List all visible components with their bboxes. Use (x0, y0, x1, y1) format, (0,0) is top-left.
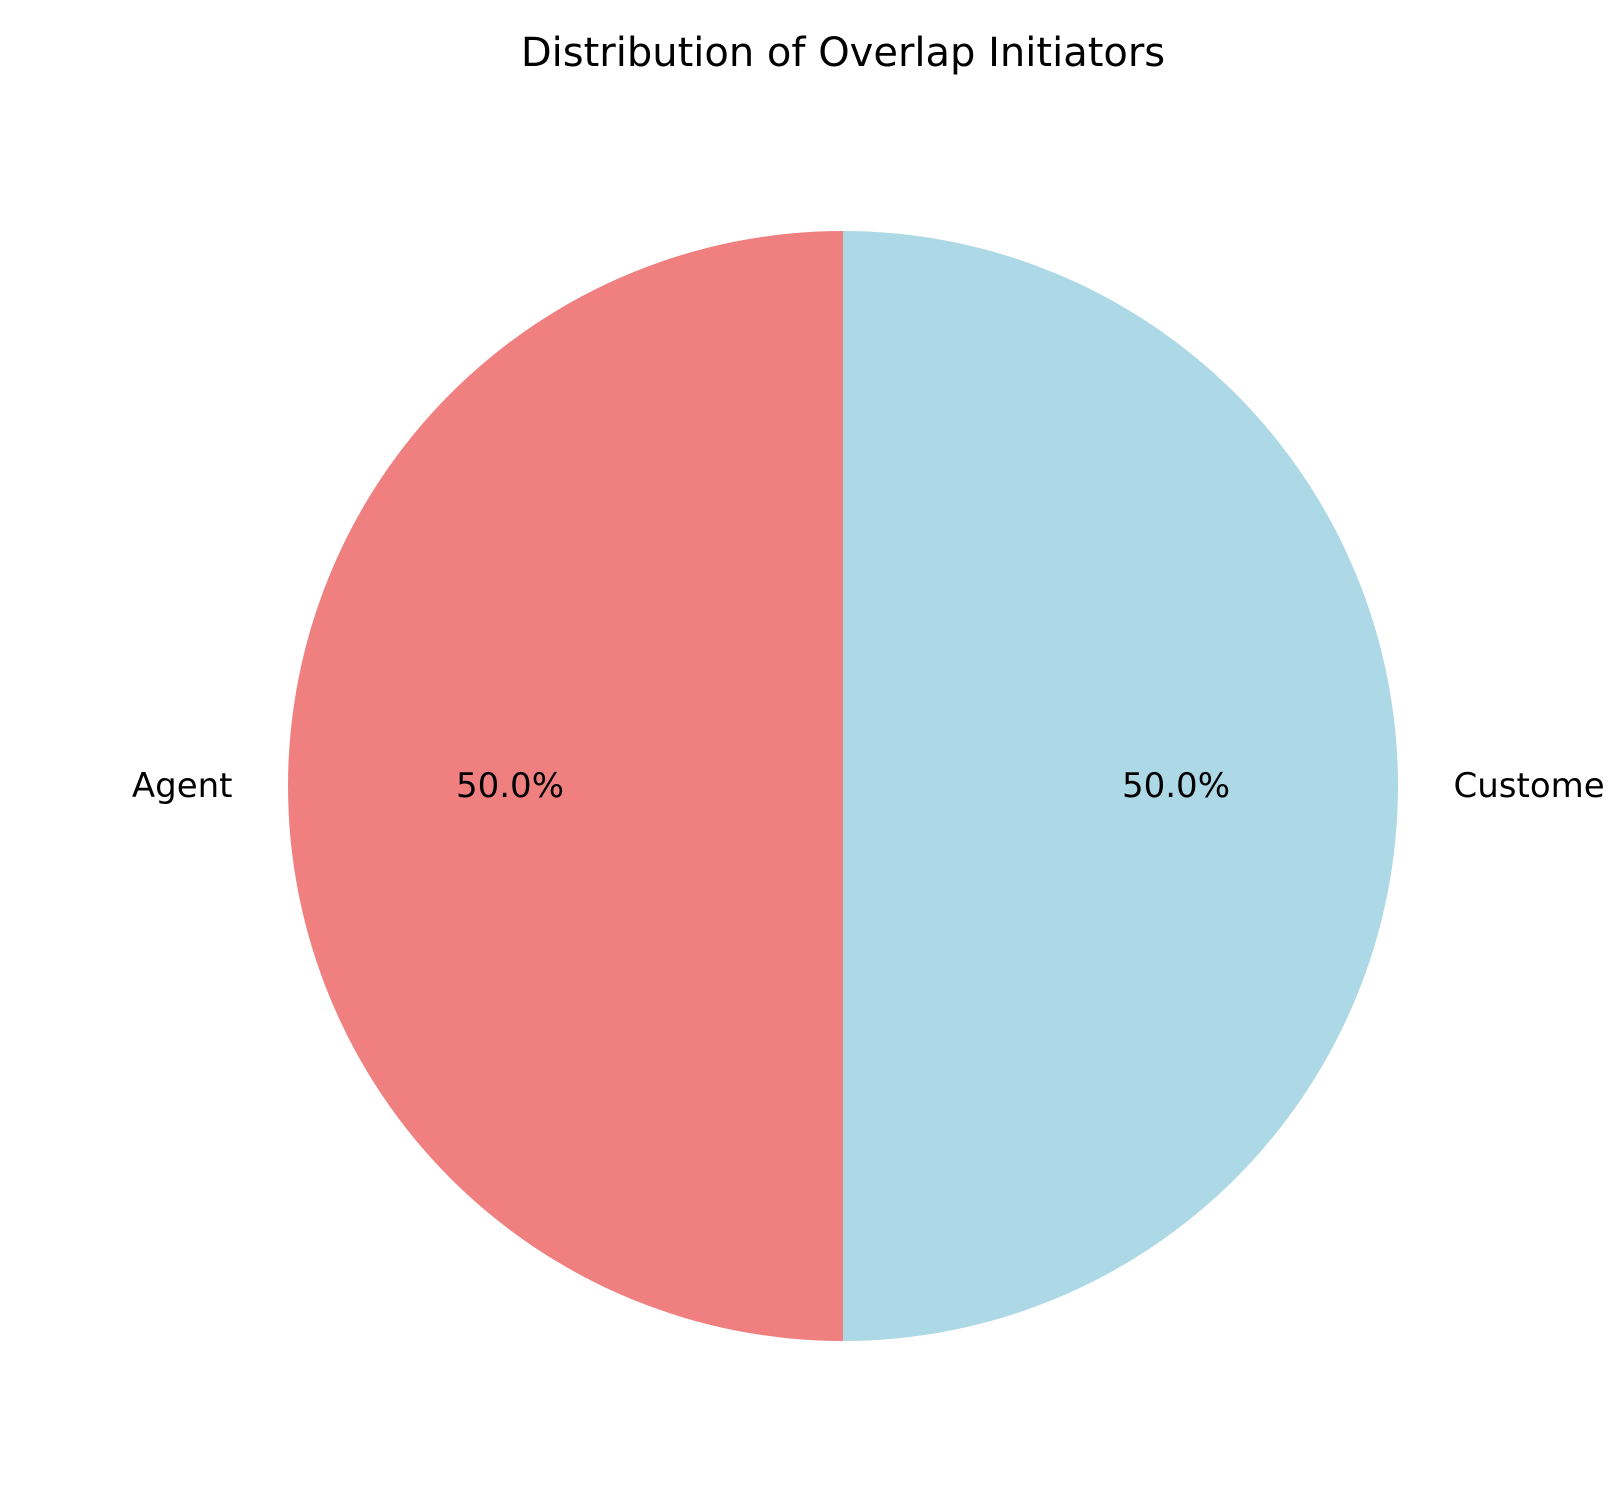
pie-slice-label-agent: Agent (132, 766, 233, 806)
pie-slice-label-customer: Customer (1454, 766, 1605, 806)
pie-pct-label-agent: 50.0% (456, 766, 564, 806)
pie-labels: 50.0% Agent 50.0% Customer (132, 766, 1605, 806)
pie-slice-agent (288, 231, 843, 1341)
pie-pct-label-customer: 50.0% (1122, 766, 1230, 806)
chart-title: Distribution of Overlap Initiators (521, 30, 1165, 76)
pie-slice-customer (843, 231, 1398, 1341)
pie-slices (288, 231, 1398, 1341)
